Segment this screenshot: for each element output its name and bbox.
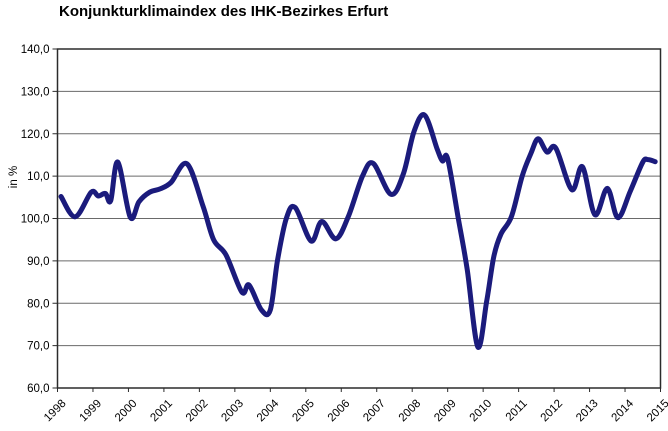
x-tick-label: 2009 xyxy=(432,398,459,425)
y-tick-label: 80,0 xyxy=(27,298,49,310)
x-tick-label: 2015 xyxy=(645,398,668,425)
x-tick-label: 2013 xyxy=(574,398,601,425)
chart-title: Konjunkturklimaindex des IHK-Bezirkes Er… xyxy=(59,3,389,20)
x-tick-label: 2006 xyxy=(326,398,353,425)
x-tick-label: 2011 xyxy=(504,398,530,424)
x-tick-label: 1998 xyxy=(42,398,69,425)
y-tick-label: 130,0 xyxy=(21,86,50,98)
y-axis-title: in % xyxy=(8,166,20,188)
y-tick-label: 120,0 xyxy=(21,129,50,141)
x-tick-label: 2001 xyxy=(148,398,175,425)
y-tick-label: 70,0 xyxy=(27,341,49,353)
y-tick-label: 100,0 xyxy=(21,214,50,226)
x-tick-label: 2003 xyxy=(219,398,246,425)
x-tick-label: 2005 xyxy=(290,398,317,425)
y-tick-label: 60,0 xyxy=(27,383,49,395)
y-tick-label: 10,0 xyxy=(27,171,49,183)
x-tick-label: 2014 xyxy=(610,397,637,424)
x-tick-label: 2012 xyxy=(539,398,566,425)
y-tick-label: 90,0 xyxy=(27,256,49,268)
x-tick-label: 2007 xyxy=(361,398,388,425)
y-tick-label: 140,0 xyxy=(21,44,50,56)
x-tick-label: 2000 xyxy=(113,398,140,425)
series-line-Konjunkturklimaindex xyxy=(58,112,658,350)
x-tick-label: 2004 xyxy=(255,397,282,424)
x-tick-label: 1999 xyxy=(78,398,105,425)
x-tick-label: 2008 xyxy=(397,398,424,425)
x-tick-label: 2010 xyxy=(468,398,495,425)
x-tick-label: 2002 xyxy=(184,398,211,425)
